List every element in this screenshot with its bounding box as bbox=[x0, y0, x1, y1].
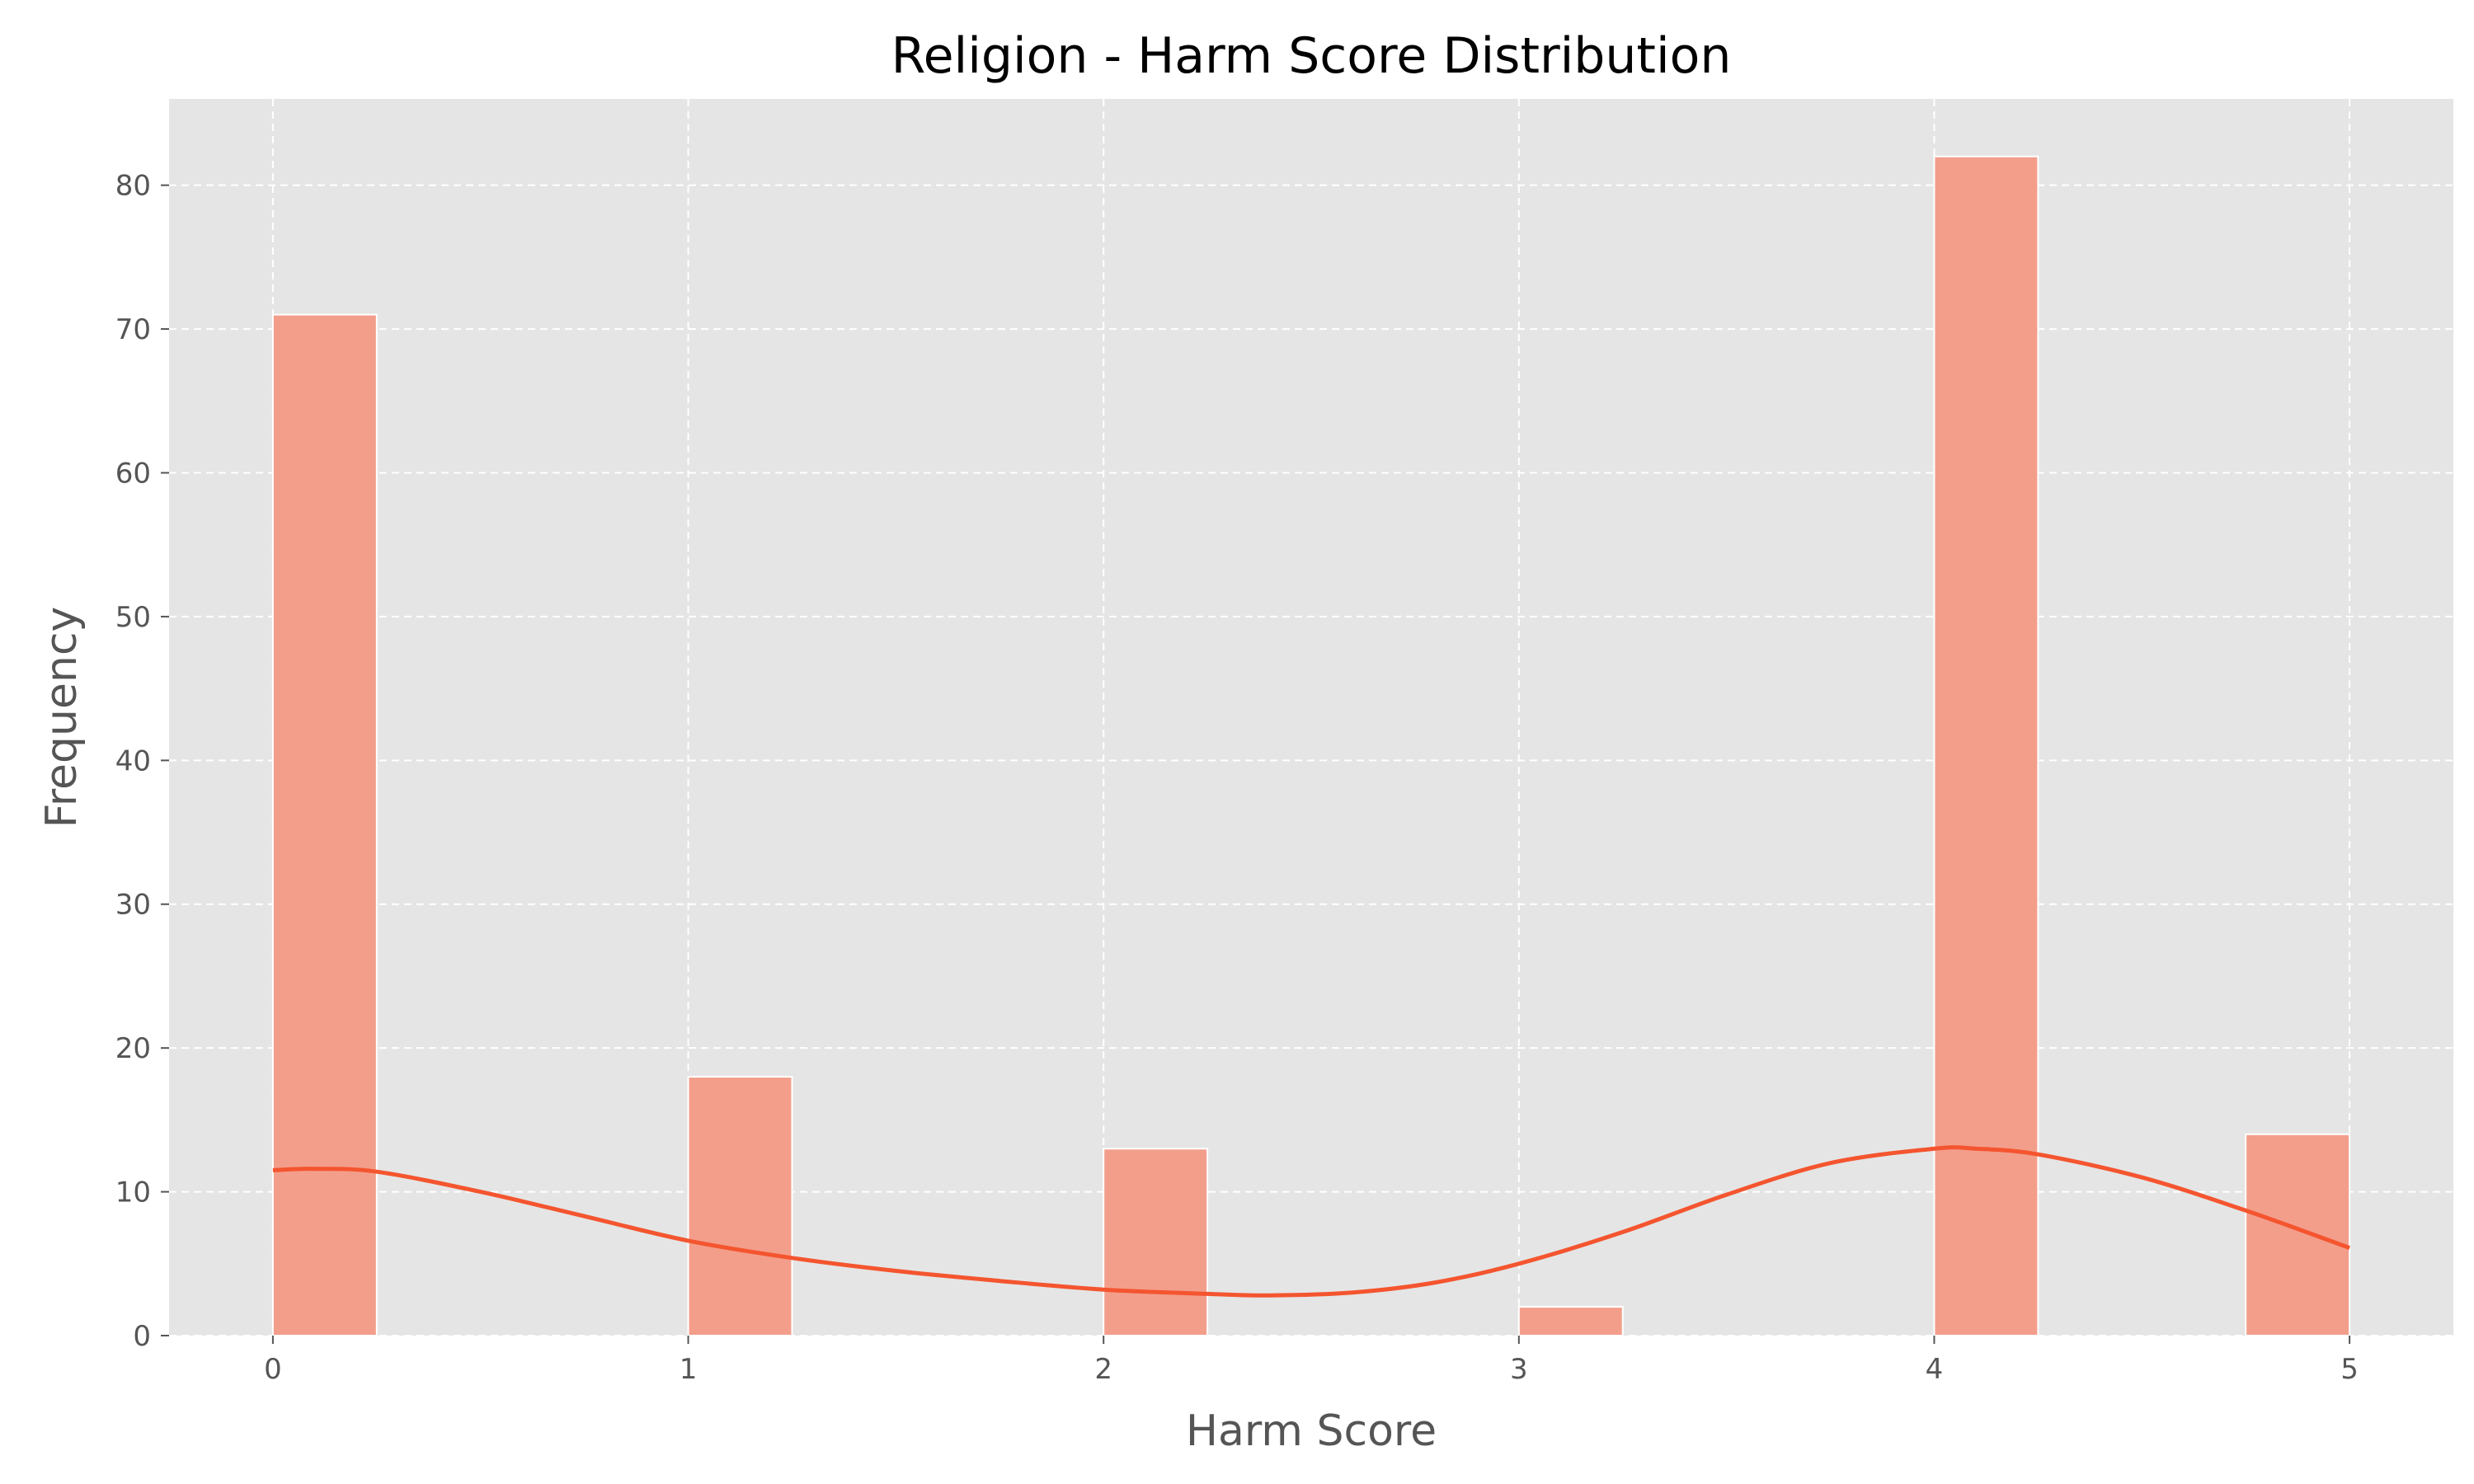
y-tick-label: 50 bbox=[115, 601, 151, 634]
y-tick-label: 80 bbox=[115, 170, 151, 203]
histogram-bar bbox=[271, 313, 378, 1336]
bars-group bbox=[271, 155, 2351, 1337]
histogram-bar bbox=[1517, 1306, 1624, 1337]
y-tick-label: 40 bbox=[115, 744, 151, 777]
x-tick-label: 4 bbox=[1926, 1353, 1944, 1386]
x-tick-label: 0 bbox=[264, 1353, 282, 1386]
histogram-bar bbox=[1933, 155, 2039, 1336]
x-axis-label: Harm Score bbox=[1186, 1407, 1437, 1456]
y-tick-label: 20 bbox=[115, 1032, 151, 1065]
x-tick-label: 2 bbox=[1094, 1353, 1112, 1386]
grid-lines bbox=[169, 99, 2453, 1336]
y-tick-label: 70 bbox=[115, 313, 151, 346]
histogram-bar bbox=[2245, 1133, 2351, 1337]
y-tick-label: 10 bbox=[115, 1176, 151, 1209]
plot-area bbox=[169, 99, 2453, 1336]
x-tick-label: 3 bbox=[1510, 1353, 1528, 1386]
chart-title: Religion - Harm Score Distribution bbox=[891, 27, 1732, 85]
y-tick-label: 0 bbox=[133, 1320, 151, 1353]
x-tick-label: 5 bbox=[2340, 1353, 2359, 1386]
histogram-bar bbox=[687, 1076, 793, 1336]
x-tick-label: 1 bbox=[680, 1353, 698, 1386]
y-tick-label: 30 bbox=[115, 889, 151, 922]
y-axis-label: Frequency bbox=[37, 607, 87, 829]
histogram-bar bbox=[1103, 1148, 1209, 1337]
y-tick-label: 60 bbox=[115, 457, 151, 490]
kde-curve bbox=[272, 1145, 2350, 1298]
